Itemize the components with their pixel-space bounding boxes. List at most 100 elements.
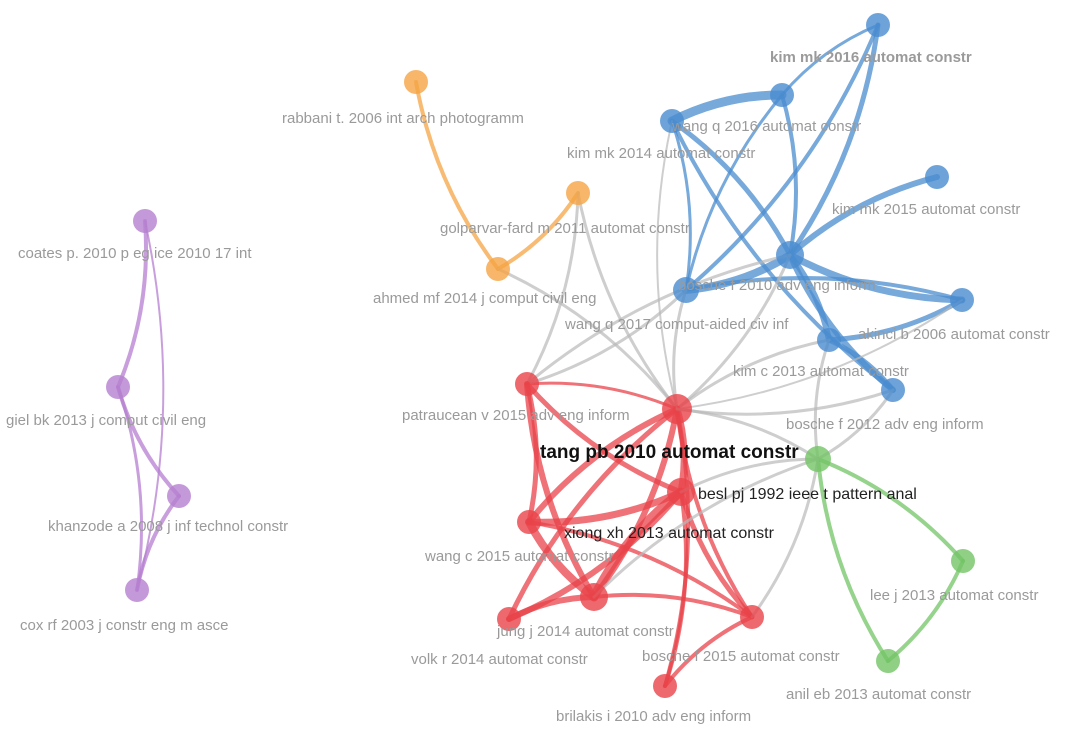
nodes-layer xyxy=(106,13,975,698)
node-leej[interactable] xyxy=(951,549,975,573)
node-cox[interactable] xyxy=(125,578,149,602)
node-giel[interactable] xyxy=(106,375,130,399)
node-kim2014[interactable] xyxy=(660,109,684,133)
node-bosche2012[interactable] xyxy=(881,378,905,402)
label-volk: volk r 2014 automat constr xyxy=(411,651,588,668)
edge-golparvar-tang xyxy=(576,191,679,411)
node-anil[interactable] xyxy=(876,649,900,673)
edge-giel-cox xyxy=(116,385,143,592)
node-coates[interactable] xyxy=(133,209,157,233)
edge-giel-khanzode xyxy=(116,385,181,498)
edge-tang-akinci xyxy=(676,299,963,410)
node-besl[interactable] xyxy=(805,446,831,472)
edge-tang-kim2014 xyxy=(656,120,678,410)
edge-xiong-brilakis xyxy=(663,490,689,688)
edge-akinci-wangq2017 xyxy=(684,276,964,302)
label-besl: besl pj 1992 ieee t pattern anal xyxy=(698,486,917,503)
edge-besl-kimc xyxy=(813,338,831,461)
node-kim2015[interactable] xyxy=(925,165,949,189)
edge-wangq2016-wangq2017 xyxy=(684,93,784,292)
node-wangq2016[interactable] xyxy=(770,83,794,107)
node-bosche2010[interactable] xyxy=(776,241,804,269)
node-brilakis[interactable] xyxy=(653,674,677,698)
node-volk[interactable] xyxy=(497,607,521,631)
node-ahmed[interactable] xyxy=(486,257,510,281)
node-xiong[interactable] xyxy=(667,478,695,506)
edge-ahmed-tang xyxy=(496,267,679,411)
edge-bosche2010-bosche2012 xyxy=(787,252,896,393)
node-kim2016[interactable] xyxy=(866,13,890,37)
node-bosche2015[interactable] xyxy=(740,605,764,629)
edge-kim2015-bosche2010 xyxy=(787,174,940,258)
edge-patraucean-golparvar xyxy=(525,191,580,386)
edge-kimc-tang xyxy=(675,338,831,411)
edge-kim2016-bosche2010 xyxy=(787,22,881,258)
edge-wangc-bosche2015 xyxy=(527,520,754,619)
label-wangq2017: wang q 2017 comput-aided civ inf xyxy=(564,316,789,333)
edge-wangq2016-bosche2010 xyxy=(780,93,799,257)
edge-akinci-kimc xyxy=(826,297,965,343)
label-khanzode: khanzode a 2008 j inf technol constr xyxy=(48,518,288,535)
edge-bosche2010-tang xyxy=(675,253,792,411)
labels-layer: coates p. 2010 p eg ice 2010 17 int giel … xyxy=(6,49,1050,725)
label-kimc: kim c 2013 automat constr xyxy=(733,363,909,380)
label-cox: cox rf 2003 j constr eng m asce xyxy=(20,617,228,634)
edge-tang-bosche2012 xyxy=(675,388,895,416)
edge-besl-leej xyxy=(816,457,965,563)
node-patraucean[interactable] xyxy=(515,372,539,396)
label-bosche2010: bosche f 2010 adv eng inform xyxy=(678,277,876,294)
label-bosche2015: bosche f 2015 automat constr xyxy=(642,648,840,665)
node-kimc[interactable] xyxy=(817,328,841,352)
edge-bosche2010-akinci xyxy=(786,251,966,304)
edge-patraucean-bosche2010 xyxy=(525,253,792,386)
label-kim2016: kim mk 2016 automat constr xyxy=(770,49,972,66)
edge-kim2014-bosche2010 xyxy=(669,118,793,258)
label-leej: lee j 2013 automat constr xyxy=(870,587,1038,604)
edge-khanzode-cox xyxy=(135,494,181,592)
label-golparvar: golparvar-fard m 2011 automat constr xyxy=(440,220,690,237)
edge-bosche2015-brilakis xyxy=(663,615,754,688)
label-akinci: akinci b 2006 automat constr xyxy=(858,326,1050,343)
label-kim2014: kim mk 2014 automat constr xyxy=(567,145,755,162)
edge-tang-bosche2015 xyxy=(675,407,754,619)
label-wangc: wang c 2015 automat constr xyxy=(424,548,613,565)
edge-kim2014-wangq2017 xyxy=(670,119,692,292)
edge-besl-anil xyxy=(816,457,890,663)
edge-jung-bosche2015 xyxy=(592,592,754,619)
node-jung[interactable] xyxy=(580,583,608,611)
node-tang[interactable] xyxy=(662,394,692,424)
label-bosche2012: bosche f 2012 adv eng inform xyxy=(786,416,984,433)
edge-tang-wangc xyxy=(526,406,680,525)
edge-patraucean-wangq2017 xyxy=(525,288,688,386)
edge-wangq2017-tang xyxy=(672,288,688,411)
edge-xiong-bosche2015 xyxy=(678,489,755,620)
edge-besl-bosche2015 xyxy=(750,457,820,619)
edge-patraucean-tang xyxy=(525,381,679,411)
edge-rabbani-ahmed xyxy=(414,80,500,271)
label-rabbani: rabbani t. 2006 int arch photogramm xyxy=(282,110,524,127)
node-akinci[interactable] xyxy=(950,288,974,312)
edge-besl-xiong xyxy=(679,457,820,494)
edge-coates-giel xyxy=(116,219,149,389)
label-jung: jung j 2014 automat constr xyxy=(496,623,674,640)
edge-patraucean-wangc xyxy=(524,381,539,525)
edge-xiong-wangc xyxy=(525,488,685,526)
edge-patraucean-jung xyxy=(524,381,597,600)
node-wangq2017[interactable] xyxy=(673,277,699,303)
edge-leej-anil xyxy=(886,559,965,663)
label-wangq2016: wang q 2016 automat constr xyxy=(671,118,861,135)
node-khanzode[interactable] xyxy=(167,484,191,508)
node-wangc[interactable] xyxy=(517,510,541,534)
label-xiong: xiong xh 2013 automat constr xyxy=(564,525,775,542)
label-brilakis: brilakis i 2010 adv eng inform xyxy=(556,708,751,725)
label-coates: coates p. 2010 p eg ice 2010 17 int xyxy=(18,245,252,262)
label-anil: anil eb 2013 automat constr xyxy=(786,686,971,703)
edge-kim2016-wangq2016 xyxy=(780,23,880,97)
node-golparvar[interactable] xyxy=(566,181,590,205)
node-rabbani[interactable] xyxy=(404,70,428,94)
edge-besl-jung xyxy=(592,457,820,599)
label-tang: tang pb 2010 automat constr xyxy=(540,442,799,463)
edge-kim2016-wangq2017 xyxy=(684,23,880,292)
